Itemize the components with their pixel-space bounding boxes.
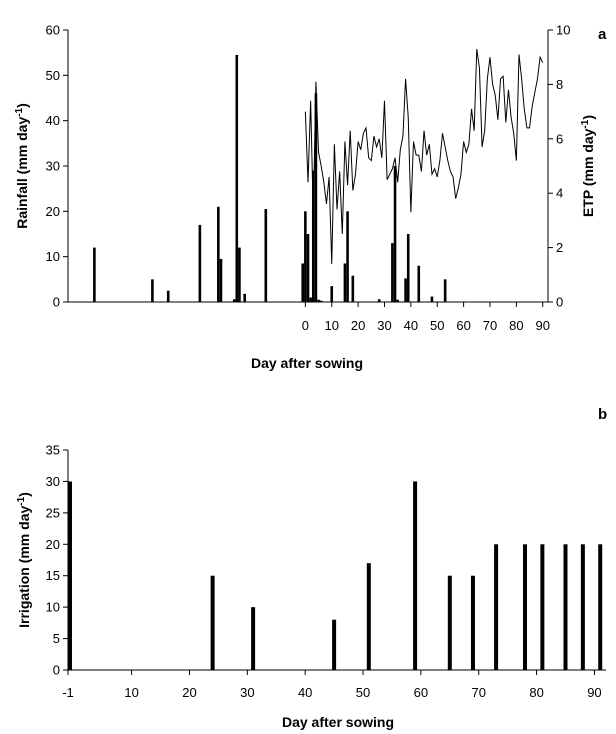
rainfall-bar (311, 170, 315, 302)
y-axis-label-b: Irrigation (mm day-1) (16, 492, 32, 628)
x-tick-label-b: 40 (298, 685, 312, 700)
irrigation-bar (580, 544, 585, 670)
rainfall-bar (235, 54, 239, 302)
irrigation-bar (470, 575, 475, 670)
y-right-tick-label: 10 (556, 23, 570, 38)
y-right-tick-label: 4 (556, 186, 563, 201)
y-left-tick-label: 30 (46, 159, 60, 174)
y-left-tick-label: 10 (46, 249, 60, 264)
rainfall-bar (391, 243, 394, 302)
y-right-axis-label: ETP (mm day-1) (580, 115, 596, 217)
rainfall-bar (93, 247, 96, 302)
irrigation-bar (366, 563, 371, 670)
rainfall-bar (346, 211, 349, 302)
y-tick-label-b: 25 (46, 505, 60, 520)
x-tick-label-b: 70 (471, 685, 485, 700)
rainfall-bar (330, 286, 334, 302)
irrigation-bar (523, 544, 528, 670)
x-tick-label: 30 (377, 318, 391, 333)
x-tick-label-b: 20 (182, 685, 196, 700)
rainfall-bar (319, 300, 323, 302)
etp-series-line (304, 48, 544, 264)
rainfall-bar (151, 279, 154, 302)
rainfall-bar (406, 234, 410, 302)
x-tick-label: 10 (325, 318, 339, 333)
irrigation-bar (563, 544, 568, 670)
rainfall-bar (166, 290, 170, 302)
y-tick-label-b: 15 (46, 568, 60, 583)
x-tick-label-b: -1 (62, 685, 74, 700)
rainfall-bar (443, 279, 447, 302)
x-tick-label-b: 30 (240, 685, 254, 700)
y-tick-label-b: 0 (53, 663, 60, 678)
irrigation-bar (540, 544, 545, 670)
x-tick-label-b: 10 (124, 685, 138, 700)
irrigation-bar (332, 619, 337, 670)
rainfall-bar (351, 275, 355, 302)
y-left-tick-label: 50 (46, 68, 60, 83)
rainfall-bar (430, 296, 434, 302)
x-axis-label-b: Day after sowing (282, 714, 394, 730)
rainfall-bar (198, 224, 202, 302)
rainfall-bar (417, 265, 421, 302)
x-tick-label: 90 (535, 318, 549, 333)
x-tick-label-b: 80 (529, 685, 543, 700)
panel-label-a: a (598, 26, 607, 43)
x-tick-label-b: 50 (356, 685, 370, 700)
x-axis-label-a: Day after sowing (251, 355, 363, 371)
rainfall-bar (314, 93, 318, 302)
rainfall-bar (306, 234, 310, 302)
x-tick-label: 0 (302, 318, 309, 333)
x-tick-label-b: 90 (587, 685, 601, 700)
irrigation-bar (413, 481, 418, 670)
y-tick-label-b: 35 (46, 443, 60, 458)
rainfall-bar (309, 297, 312, 302)
y-left-tick-label: 60 (46, 23, 60, 38)
x-tick-label: 50 (430, 318, 444, 333)
rainfall-bar (217, 206, 220, 302)
panel-label-b: b (598, 406, 607, 423)
rainfall-bar (377, 299, 381, 302)
rainfall-bar (232, 299, 236, 302)
irrigation-chart: 0 5 10 15 20 25 30 35 -1 10 20 30 40 50 60 70 80 90 b Day… (16, 406, 607, 730)
rainfall-bar (264, 209, 268, 302)
rainfall-bar (301, 263, 305, 302)
x-tick-label: 60 (456, 318, 470, 333)
x-tick-label: 80 (509, 318, 523, 333)
y-tick-label-b: 20 (46, 537, 60, 552)
rainfall-bar (396, 299, 399, 302)
rainfall-bar (317, 299, 320, 302)
x-tick-label-b: 60 (414, 685, 428, 700)
rainfall-bar (238, 247, 241, 302)
y-tick-label-b: 10 (46, 600, 60, 615)
x-tick-label: 20 (351, 318, 365, 333)
rainfall-bar (304, 211, 307, 302)
y-right-tick-label: 2 (556, 240, 563, 255)
y-left-axis-label: Rainfall (mm day-1) (14, 103, 30, 229)
x-tick-label: 40 (404, 318, 418, 333)
rainfall-bar (243, 293, 247, 302)
y-right-tick-label: 0 (556, 295, 563, 310)
irrigation-bar (251, 607, 256, 670)
rainfall-bar (219, 258, 223, 302)
y-tick-label-b: 5 (53, 631, 60, 646)
rainfall-bar (343, 263, 347, 302)
irrigation-bar (447, 575, 452, 670)
y-tick-label-b: 30 (46, 474, 60, 489)
irrigation-bar (210, 575, 215, 670)
y-right-tick-label: 6 (556, 131, 563, 146)
irrigation-bar (598, 544, 603, 670)
y-left-tick-label: 40 (46, 113, 60, 128)
y-left-tick-label: 20 (46, 204, 60, 219)
irrigation-bar (68, 481, 72, 670)
y-right-tick-label: 8 (556, 77, 563, 92)
rainfall-bar (404, 278, 407, 302)
y-left-tick-label: 0 (53, 295, 60, 310)
x-tick-label: 70 (483, 318, 497, 333)
rainfall-bar (393, 166, 397, 302)
irrigation-bar (494, 544, 499, 670)
